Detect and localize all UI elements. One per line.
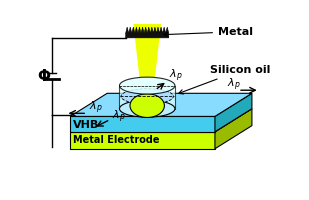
Text: VHB: VHB <box>73 120 99 130</box>
Ellipse shape <box>121 89 173 104</box>
Polygon shape <box>120 86 175 109</box>
Text: $\lambda_p$: $\lambda_p$ <box>89 100 102 116</box>
Text: $\lambda_p$: $\lambda_p$ <box>112 108 125 125</box>
Polygon shape <box>215 93 252 132</box>
Ellipse shape <box>120 77 175 94</box>
Polygon shape <box>70 93 252 116</box>
Text: $\lambda_p$: $\lambda_p$ <box>227 77 241 93</box>
Ellipse shape <box>130 94 164 117</box>
Polygon shape <box>70 132 215 149</box>
Text: $\lambda_p$: $\lambda_p$ <box>169 67 182 84</box>
Polygon shape <box>70 116 215 132</box>
Text: Metal: Metal <box>163 27 253 37</box>
Text: Metal Electrode: Metal Electrode <box>73 135 160 145</box>
Polygon shape <box>133 24 161 78</box>
Polygon shape <box>215 109 252 149</box>
Ellipse shape <box>120 100 175 117</box>
Text: Silicon oil: Silicon oil <box>179 65 271 94</box>
Polygon shape <box>126 27 169 38</box>
Polygon shape <box>70 109 252 132</box>
Text: Φ: Φ <box>37 69 50 84</box>
